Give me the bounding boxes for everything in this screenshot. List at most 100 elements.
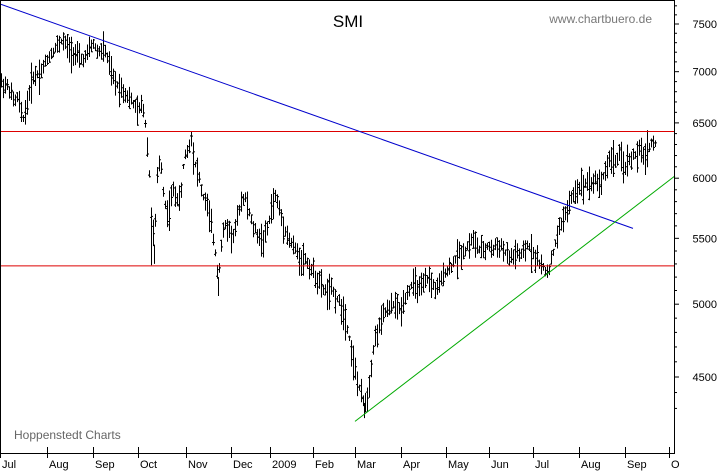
price-bar [650, 138, 653, 148]
price-bar [134, 98, 137, 113]
price-bar [156, 166, 159, 184]
price-bar [468, 233, 471, 259]
horizontal-lines [0, 130, 674, 267]
price-bar [246, 191, 249, 220]
price-bar [90, 39, 93, 53]
price-bar [6, 79, 9, 91]
price-bar [166, 200, 169, 228]
price-bar [30, 62, 33, 104]
price-bar [486, 242, 489, 250]
x-tick-label: 2009 [272, 459, 296, 471]
price-bar [168, 190, 171, 231]
price-bar [200, 184, 203, 197]
price-bar [126, 90, 129, 104]
price-bar [418, 276, 421, 297]
price-bar [106, 52, 109, 64]
price-bar [588, 166, 591, 201]
price-bar [530, 233, 533, 274]
price-bar [570, 191, 573, 204]
price-bar [330, 277, 333, 295]
price-bar [568, 190, 571, 215]
price-bar [152, 219, 155, 247]
price-bar [184, 149, 187, 160]
trendlines [0, 3, 676, 422]
price-bar [20, 101, 23, 122]
price-bar [196, 157, 199, 187]
price-bar [28, 85, 31, 101]
price-bar [318, 270, 321, 289]
price-bar [236, 205, 239, 226]
price-bar [138, 102, 141, 114]
price-bar [210, 208, 213, 233]
price-bar [462, 243, 465, 260]
price-bar [482, 241, 485, 259]
price-bar [512, 249, 515, 265]
price-bar [280, 209, 283, 227]
price-bar [284, 226, 287, 237]
price-bar [76, 40, 79, 63]
price-bar [252, 221, 255, 238]
price-bar [394, 291, 397, 319]
price-bar [222, 222, 225, 238]
price-bar [450, 263, 453, 274]
price-bar [470, 233, 473, 246]
price-bar [554, 239, 557, 247]
price-bar [172, 181, 175, 197]
price-bar [550, 250, 553, 265]
price-bar [444, 268, 447, 278]
price-bar [522, 240, 525, 259]
price-bar [180, 182, 183, 198]
price-bar [102, 31, 105, 62]
price-bar [136, 95, 139, 126]
price-bar [154, 213, 157, 227]
price-bar [604, 161, 607, 181]
price-bar [228, 220, 231, 238]
price-bar [390, 292, 393, 314]
price-bar [574, 180, 577, 204]
price-bar [620, 141, 623, 172]
price-bar [540, 254, 543, 275]
price-bar [108, 51, 111, 75]
price-bar [2, 78, 5, 99]
x-axis: Jul Aug Sep Oct Nov Dec 2009 Feb Mar Apr May Jun Jul… [0, 447, 680, 471]
price-bar [380, 305, 383, 335]
price-bar [576, 179, 579, 204]
price-bar [14, 94, 17, 107]
price-bar [80, 53, 83, 65]
price-bar [630, 151, 633, 170]
price-bar [374, 325, 377, 347]
price-bar [290, 237, 293, 248]
x-tick-label: Jul [2, 459, 16, 471]
price-bar [454, 255, 457, 264]
price-bar [642, 146, 645, 165]
price-bar [372, 345, 375, 355]
price-bar [552, 248, 555, 256]
y-tick-label: 5000 [693, 299, 717, 311]
price-bar [590, 177, 593, 192]
price-bar [398, 302, 401, 315]
price-bar [98, 46, 101, 57]
price-bar [322, 284, 325, 296]
price-bar [504, 249, 507, 256]
price-bar [490, 239, 493, 258]
price-bar [162, 186, 165, 197]
x-tick-label: Sep [95, 459, 115, 471]
price-bar [56, 35, 59, 53]
price-bar [264, 220, 267, 243]
price-bar [592, 173, 595, 194]
price-bar [288, 232, 291, 248]
price-bar [420, 272, 423, 296]
price-bar [220, 239, 223, 252]
price-bar [10, 82, 13, 101]
price-bar [538, 259, 541, 269]
price-bar [110, 55, 113, 86]
price-bar [348, 335, 351, 342]
price-bar [38, 59, 41, 96]
price-bar [404, 292, 407, 305]
price-bar [32, 71, 35, 85]
price-bar [388, 300, 391, 316]
price-bar [536, 245, 539, 266]
price-bar [18, 90, 21, 113]
price-bar [564, 206, 567, 221]
